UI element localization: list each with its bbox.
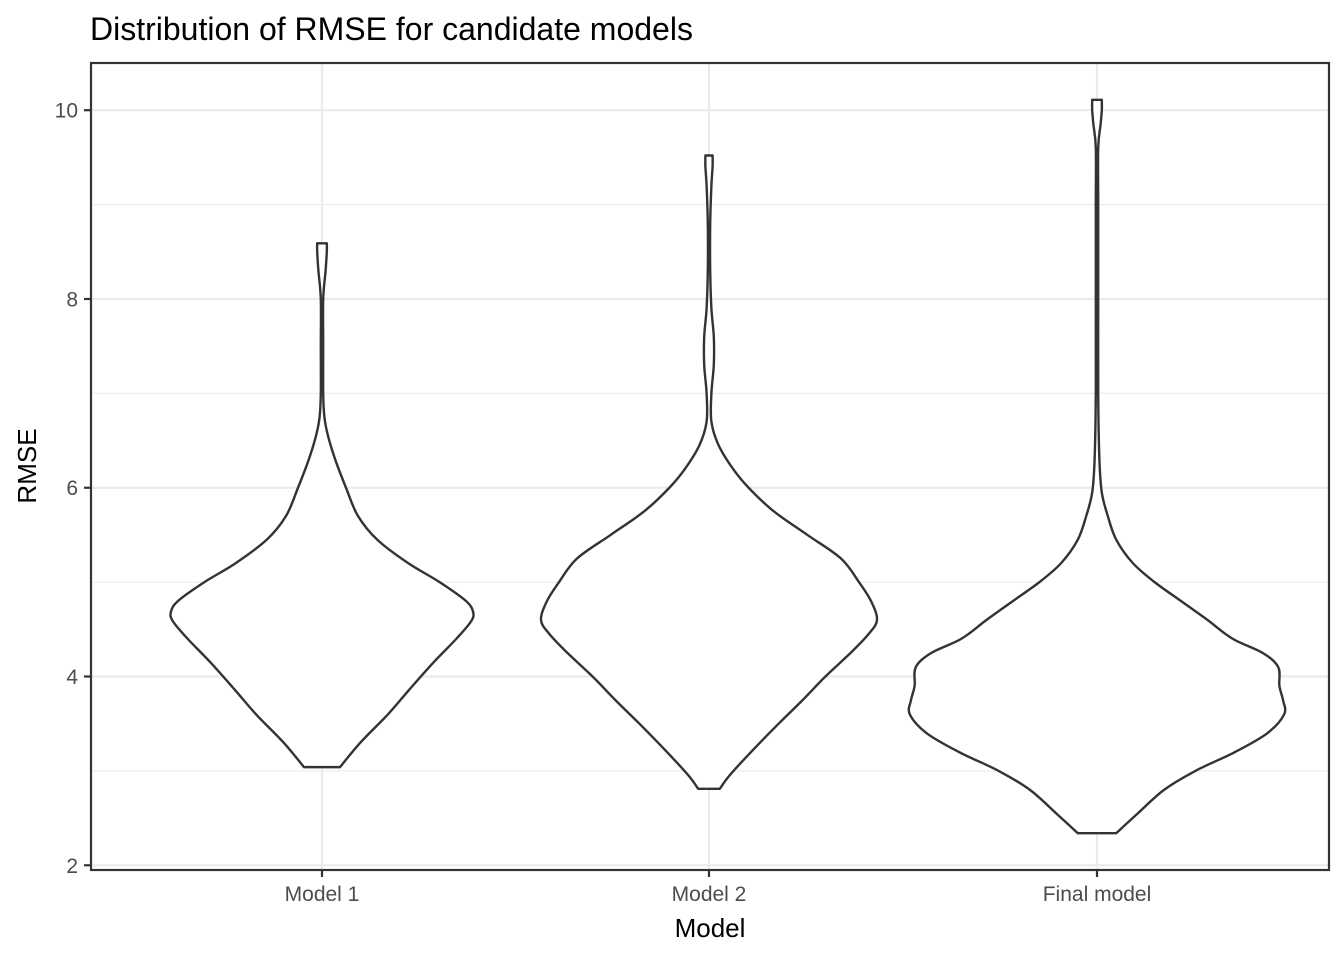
y-axis: 2 4 6 8 10 [55, 100, 91, 878]
x-tick-label: Final model [1043, 883, 1152, 906]
x-tick-label: Model 2 [672, 883, 747, 906]
violins [169, 98, 1287, 835]
x-tick-label: Model 1 [285, 883, 360, 906]
violin-model-2 [539, 154, 879, 791]
x-axis: Model 1 Model 2 Final model [285, 870, 1152, 906]
y-tick-label: 2 [66, 855, 78, 878]
y-tick-label: 8 [66, 288, 78, 311]
chart-title: Distribution of RMSE for candidate model… [90, 11, 693, 47]
y-tick-label: 4 [66, 666, 78, 689]
y-tick-label: 10 [55, 100, 78, 123]
violin-final-model [907, 98, 1287, 835]
violin-model-1 [169, 242, 475, 769]
x-axis-title: Model [675, 913, 746, 943]
y-tick-label: 6 [66, 477, 78, 500]
y-axis-title: RMSE [12, 428, 42, 503]
